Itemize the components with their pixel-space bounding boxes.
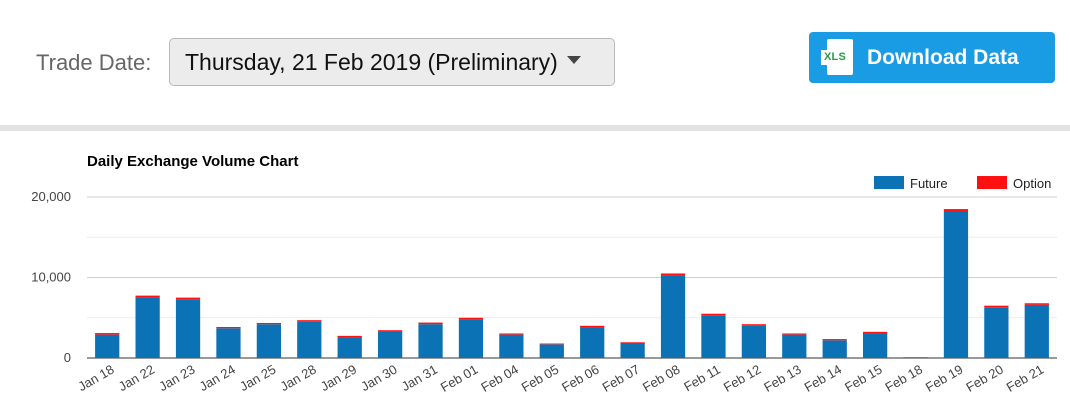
x-tick-label: Feb 21 xyxy=(1004,362,1047,395)
bar-future[interactable] xyxy=(175,299,201,358)
bar-future[interactable] xyxy=(378,331,403,358)
volume-chart-area: Daily Exchange Volume Chart 0 10,000 20,00… xyxy=(0,131,1070,420)
x-tick-label: Jan 23 xyxy=(156,362,197,395)
bar-future[interactable] xyxy=(135,297,160,358)
x-tick-label: Jan 25 xyxy=(237,362,278,395)
bar-option[interactable] xyxy=(701,313,726,316)
bar-option[interactable] xyxy=(135,295,160,298)
bar-option[interactable] xyxy=(943,209,969,212)
x-tick-label: Feb 08 xyxy=(640,362,683,395)
bar-future[interactable] xyxy=(701,315,726,358)
bar-future[interactable] xyxy=(580,327,605,358)
legend-label-future[interactable]: Future xyxy=(910,176,948,191)
bar-option[interactable] xyxy=(539,343,564,345)
x-tick-label: Feb 15 xyxy=(842,362,885,395)
chart-title: Daily Exchange Volume Chart xyxy=(87,153,298,170)
bar-option[interactable] xyxy=(580,325,605,328)
bar-option[interactable] xyxy=(499,333,524,335)
x-tick-label: Feb 14 xyxy=(802,362,845,395)
xls-icon-text: XLS xyxy=(821,49,849,65)
bar-option[interactable] xyxy=(297,320,322,322)
y-tick-label: 10,000 xyxy=(31,270,71,285)
bar-option[interactable] xyxy=(175,297,201,300)
bar-future[interactable] xyxy=(95,334,120,358)
x-tick-label: Jan 22 xyxy=(116,362,157,395)
bar-future[interactable] xyxy=(660,275,686,358)
bar-future[interactable] xyxy=(741,325,766,358)
bar-option[interactable] xyxy=(418,322,443,325)
bar-option[interactable] xyxy=(1024,303,1049,305)
bar-future[interactable] xyxy=(216,328,241,358)
bar-future[interactable] xyxy=(782,334,807,358)
x-tick-label: Feb 19 xyxy=(923,362,966,395)
bar-option[interactable] xyxy=(660,273,686,276)
bar-option[interactable] xyxy=(984,305,1009,308)
x-tick-label: Feb 20 xyxy=(963,362,1006,395)
xls-file-icon: XLS xyxy=(821,38,855,77)
bar-option[interactable] xyxy=(378,330,403,332)
bar-option[interactable] xyxy=(822,339,847,341)
x-tick-label: Jan 18 xyxy=(75,362,116,395)
x-tick-label: Jan 31 xyxy=(399,362,440,395)
x-tick-label: Feb 06 xyxy=(559,362,602,395)
legend-label-option[interactable]: Option xyxy=(1013,176,1051,191)
x-tick-label: Feb 04 xyxy=(478,362,521,395)
volume-chart: Daily Exchange Volume Chart 0 10,000 20,00… xyxy=(31,153,1057,395)
bar-option[interactable] xyxy=(256,322,281,325)
x-tick-label: Feb 01 xyxy=(438,362,481,395)
bar-option[interactable] xyxy=(458,317,484,320)
x-tick-label: Feb 07 xyxy=(600,362,643,395)
x-tick-label: Feb 05 xyxy=(519,362,562,395)
y-tick-label: 0 xyxy=(64,350,71,365)
bar-option[interactable] xyxy=(95,333,120,335)
bar-future[interactable] xyxy=(903,357,928,358)
y-tick-label: 20,000 xyxy=(31,189,71,204)
bar-future[interactable] xyxy=(620,343,645,358)
bar-option[interactable] xyxy=(782,333,807,335)
trade-date-value: Thursday, 21 Feb 2019 (Preliminary) xyxy=(185,48,558,75)
trade-date-label: Trade Date: xyxy=(36,50,152,75)
bar-future[interactable] xyxy=(943,211,969,358)
x-tick-label: Jan 29 xyxy=(318,362,359,395)
bar-option[interactable] xyxy=(216,327,241,329)
bar-future[interactable] xyxy=(256,324,281,358)
x-tick-label: Jan 24 xyxy=(197,362,238,395)
bar-future[interactable] xyxy=(297,321,322,358)
x-tick-label: Feb 12 xyxy=(721,362,764,395)
trade-date-select[interactable]: Thursday, 21 Feb 2019 (Preliminary) xyxy=(169,38,615,86)
bar-option[interactable] xyxy=(337,335,362,338)
bar-future[interactable] xyxy=(539,344,564,358)
bar-option[interactable] xyxy=(620,342,645,344)
download-data-button[interactable]: XLS Download Data xyxy=(809,32,1055,83)
bar-future[interactable] xyxy=(337,337,362,358)
bar-future[interactable] xyxy=(499,334,524,358)
toolbar: Trade Date: Thursday, 21 Feb 2019 (Preli… xyxy=(0,0,1070,125)
x-tick-label: Jan 28 xyxy=(277,362,318,395)
x-tick-label: Feb 13 xyxy=(761,362,804,395)
bar-future[interactable] xyxy=(418,324,443,358)
caret-down-icon xyxy=(566,56,581,64)
x-tick-label: Jan 30 xyxy=(358,362,399,395)
bar-future[interactable] xyxy=(458,319,484,358)
download-data-label: Download Data xyxy=(867,45,1019,69)
legend-swatch-option xyxy=(977,176,1007,189)
bar-future[interactable] xyxy=(1024,304,1049,358)
bar-future[interactable] xyxy=(822,340,847,358)
x-tick-label: Feb 11 xyxy=(681,362,723,395)
bar-option[interactable] xyxy=(863,331,888,334)
legend-swatch-future xyxy=(874,176,904,189)
bar-future[interactable] xyxy=(863,333,888,358)
x-tick-label: Feb 18 xyxy=(882,362,925,395)
bar-option[interactable] xyxy=(741,324,766,326)
bar-future[interactable] xyxy=(984,307,1009,358)
section-divider xyxy=(0,125,1070,131)
